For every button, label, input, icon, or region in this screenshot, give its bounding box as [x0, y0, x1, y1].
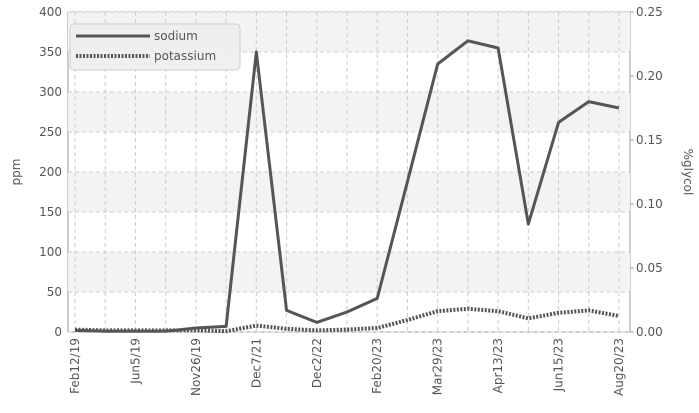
y2-tick-label: 0.20	[636, 69, 663, 83]
y-tick-label: 0	[54, 325, 62, 339]
y2-tick-label: 0.05	[636, 261, 663, 275]
y2-tick-label: 0.25	[636, 5, 663, 19]
y2-tick-label: 0.15	[636, 133, 663, 147]
x-tick-label: Jun15/23	[552, 338, 566, 392]
x-tick-label: Dec7/21	[249, 338, 263, 388]
x-tick-label: Feb20/23	[370, 338, 384, 394]
y-tick-label: 100	[39, 245, 62, 259]
x-tick-label: Feb12/19	[68, 338, 82, 394]
x-tick-label: Dec2/22	[310, 338, 324, 388]
series-line	[74, 39, 620, 333]
legend-label: potassium	[154, 49, 216, 63]
x-tick-label: Apr13/23	[491, 338, 505, 393]
y-tick-label: 400	[39, 5, 62, 19]
y-tick-label: 50	[47, 285, 62, 299]
x-tick-label: Aug20/23	[612, 338, 626, 396]
grid-band	[68, 172, 630, 212]
grid-band	[68, 252, 630, 292]
y-tick-label: 150	[39, 205, 62, 219]
y-tick-label: 200	[39, 165, 62, 179]
legend-label: sodium	[154, 29, 198, 43]
y-tick-label: 300	[39, 85, 62, 99]
x-tick-label: Jun5/19	[128, 338, 142, 385]
y-tick-label: 350	[39, 45, 62, 59]
grid-band	[68, 92, 630, 132]
y-tick-label: 250	[39, 125, 62, 139]
x-tick-label: Nov26/19	[189, 338, 203, 396]
y-axis-label: ppm	[9, 159, 23, 186]
y2-tick-label: 0.10	[636, 197, 663, 211]
y2-axis-label: %glycol	[681, 149, 695, 196]
x-tick-label: Mar29/23	[431, 338, 445, 395]
y2-tick-label: 0.00	[636, 325, 663, 339]
